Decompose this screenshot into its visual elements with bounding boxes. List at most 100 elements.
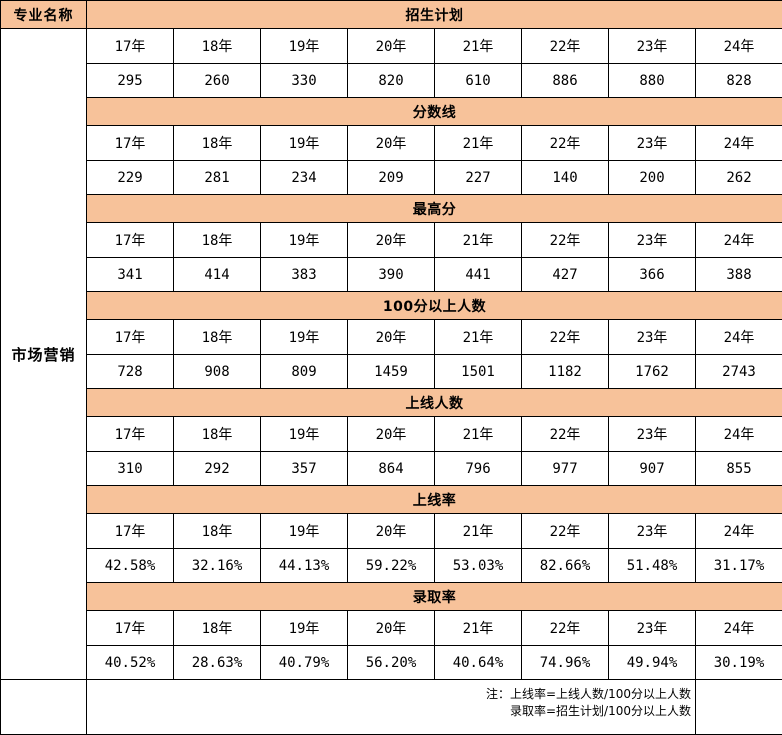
year-header-cell: 19年 xyxy=(261,29,348,64)
value-cell: 855 xyxy=(696,452,782,486)
table-row: 最高分 xyxy=(1,195,782,223)
year-header-cell: 20年 xyxy=(348,29,435,64)
year-header-cell: 17年 xyxy=(87,126,174,161)
value-cell: 42.58% xyxy=(87,549,174,583)
year-header-cell: 17年 xyxy=(87,223,174,258)
year-header-cell: 19年 xyxy=(261,514,348,549)
value-cell: 809 xyxy=(261,355,348,389)
value-cell: 281 xyxy=(174,161,261,195)
year-header-cell: 23年 xyxy=(609,417,696,452)
value-cell: 40.79% xyxy=(261,646,348,680)
value-cell: 292 xyxy=(174,452,261,486)
value-cell: 828 xyxy=(696,64,782,98)
value-cell: 262 xyxy=(696,161,782,195)
value-cell: 357 xyxy=(261,452,348,486)
value-cell: 388 xyxy=(696,258,782,292)
year-header-cell: 24年 xyxy=(696,126,782,161)
year-header-cell: 24年 xyxy=(696,514,782,549)
year-header-cell: 19年 xyxy=(261,126,348,161)
year-header-cell: 24年 xyxy=(696,611,782,646)
value-cell: 330 xyxy=(261,64,348,98)
year-header-cell: 23年 xyxy=(609,223,696,258)
value-cell: 366 xyxy=(609,258,696,292)
year-header-cell: 17年 xyxy=(87,514,174,549)
value-cell: 1762 xyxy=(609,355,696,389)
value-cell: 32.16% xyxy=(174,549,261,583)
section-title-4: 上线人数 xyxy=(87,389,782,417)
value-cell: 441 xyxy=(435,258,522,292)
year-header-cell: 21年 xyxy=(435,29,522,64)
year-header-cell: 23年 xyxy=(609,126,696,161)
value-cell: 390 xyxy=(348,258,435,292)
year-header-cell: 24年 xyxy=(696,417,782,452)
year-header-cell: 21年 xyxy=(435,417,522,452)
year-header-cell: 22年 xyxy=(522,417,609,452)
note-trailing-blank xyxy=(696,680,782,735)
section-title-0: 招生计划 xyxy=(87,1,782,29)
year-header-cell: 20年 xyxy=(348,611,435,646)
year-header-cell: 17年 xyxy=(87,417,174,452)
year-header-cell: 22年 xyxy=(522,611,609,646)
value-cell: 59.22% xyxy=(348,549,435,583)
value-cell: 864 xyxy=(348,452,435,486)
year-header-cell: 18年 xyxy=(174,29,261,64)
table-row: 100分以上人数 xyxy=(1,292,782,320)
year-header-cell: 24年 xyxy=(696,29,782,64)
value-cell: 40.52% xyxy=(87,646,174,680)
year-header-cell: 19年 xyxy=(261,223,348,258)
spreadsheet-sheet: 冠人专升本 GUANREN ZHUANSHENGBEN 专业名称招生计划市场营销… xyxy=(0,0,782,633)
value-cell: 234 xyxy=(261,161,348,195)
year-header-cell: 18年 xyxy=(174,223,261,258)
value-cell: 414 xyxy=(174,258,261,292)
year-header-cell: 20年 xyxy=(348,126,435,161)
year-header-cell: 17年 xyxy=(87,611,174,646)
year-header-cell: 22年 xyxy=(522,126,609,161)
section-title-6: 录取率 xyxy=(87,583,782,611)
year-header-cell: 21年 xyxy=(435,223,522,258)
year-header-cell: 20年 xyxy=(348,223,435,258)
year-header-cell: 18年 xyxy=(174,126,261,161)
value-cell: 1501 xyxy=(435,355,522,389)
value-cell: 310 xyxy=(87,452,174,486)
year-header-cell: 24年 xyxy=(696,320,782,355)
year-header-cell: 19年 xyxy=(261,320,348,355)
year-header-cell: 18年 xyxy=(174,320,261,355)
value-cell: 341 xyxy=(87,258,174,292)
year-header-cell: 24年 xyxy=(696,223,782,258)
value-cell: 1182 xyxy=(522,355,609,389)
year-header-cell: 20年 xyxy=(348,514,435,549)
value-cell: 40.64% xyxy=(435,646,522,680)
year-header-cell: 23年 xyxy=(609,514,696,549)
year-header-cell: 22年 xyxy=(522,320,609,355)
value-cell: 209 xyxy=(348,161,435,195)
table-row: 专业名称招生计划 xyxy=(1,1,782,29)
value-cell: 907 xyxy=(609,452,696,486)
value-cell: 1459 xyxy=(348,355,435,389)
value-cell: 977 xyxy=(522,452,609,486)
value-cell: 229 xyxy=(87,161,174,195)
value-cell: 56.20% xyxy=(348,646,435,680)
section-title-1: 分数线 xyxy=(87,98,782,126)
value-cell: 140 xyxy=(522,161,609,195)
year-header-cell: 19年 xyxy=(261,611,348,646)
year-header-cell: 23年 xyxy=(609,29,696,64)
year-header-cell: 22年 xyxy=(522,29,609,64)
value-cell: 31.17% xyxy=(696,549,782,583)
value-cell: 49.94% xyxy=(609,646,696,680)
value-cell: 908 xyxy=(174,355,261,389)
table-row: 上线人数 xyxy=(1,389,782,417)
note-leading-blank xyxy=(1,680,87,735)
value-cell: 2743 xyxy=(696,355,782,389)
year-header-cell: 20年 xyxy=(348,320,435,355)
table-row: 上线率 xyxy=(1,486,782,514)
